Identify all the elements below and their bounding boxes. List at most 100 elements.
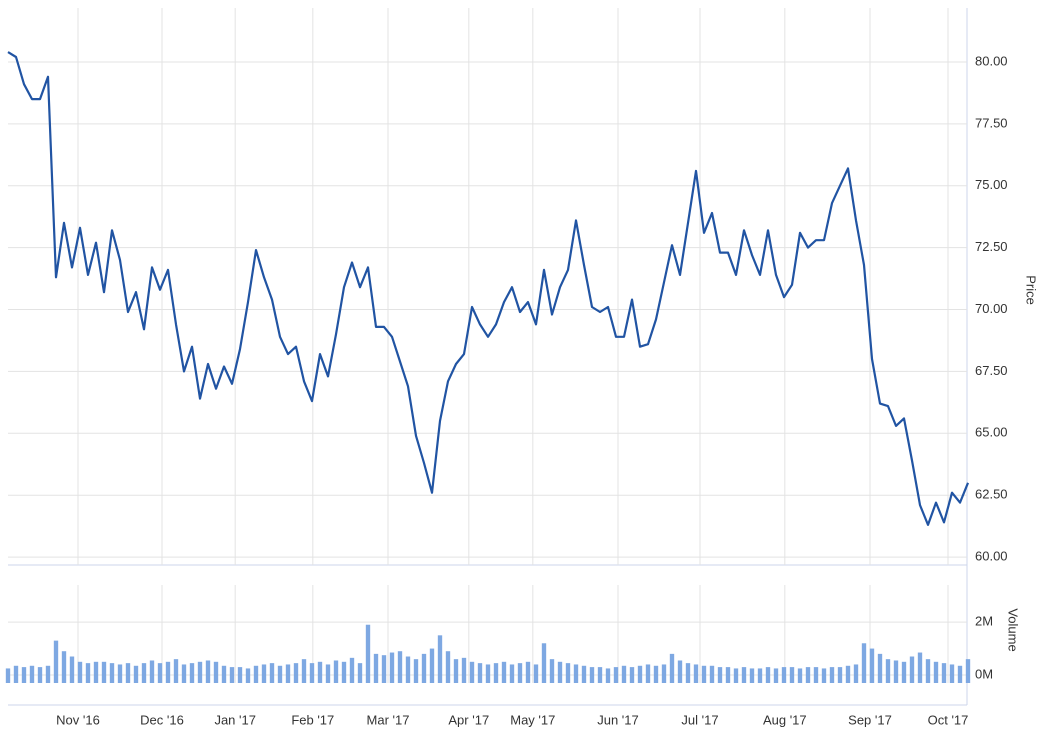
volume-bar <box>885 659 891 683</box>
volume-bar <box>365 624 371 683</box>
y-tick-label: 72.50 <box>975 239 1008 254</box>
volume-bar <box>685 663 691 683</box>
x-tick-label: Jul '17 <box>681 712 718 727</box>
volume-bar <box>141 663 147 683</box>
volume-bar <box>677 660 683 683</box>
volume-bar <box>869 648 875 683</box>
volume-bar <box>493 663 499 683</box>
volume-bar <box>277 665 283 683</box>
volume-bar <box>125 663 131 683</box>
volume-bar <box>453 659 459 683</box>
x-tick-label: Oct '17 <box>928 712 969 727</box>
volume-bar <box>813 667 819 683</box>
volume-bar <box>229 667 235 683</box>
volume-bar <box>413 659 419 683</box>
volume-bar <box>573 664 579 683</box>
volume-bar <box>13 665 19 683</box>
volume-bar <box>829 667 835 683</box>
volume-bar <box>149 660 155 683</box>
volume-bar <box>709 665 715 683</box>
volume-bar <box>581 665 587 683</box>
x-tick-label: Mar '17 <box>367 712 410 727</box>
volume-bar <box>789 667 795 683</box>
volume-bar <box>861 643 867 683</box>
volume-bar <box>461 657 467 683</box>
x-tick-label: Dec '16 <box>140 712 184 727</box>
volume-bar <box>205 660 211 683</box>
y-tick-label: 62.50 <box>975 487 1008 502</box>
volume-bar <box>157 663 163 683</box>
volume-bar <box>757 668 763 683</box>
volume-bar <box>773 668 779 683</box>
volume-bar <box>309 663 315 683</box>
volume-bar <box>957 665 963 683</box>
volume-bar <box>61 651 67 683</box>
y-tick-label: 60.00 <box>975 549 1008 564</box>
volume-bar <box>445 651 451 683</box>
volume-bar <box>917 652 923 683</box>
volume-bar <box>133 665 139 683</box>
volume-bar <box>525 661 531 683</box>
volume-bar <box>253 665 259 683</box>
volume-bar <box>661 664 667 683</box>
volume-bar <box>429 648 435 683</box>
volume-bar <box>373 653 379 683</box>
volume-bar <box>405 656 411 683</box>
volume-bar <box>853 664 859 683</box>
volume-bar <box>285 664 291 683</box>
volume-bar <box>301 659 307 683</box>
volume-axis-title: Volume <box>1006 608 1021 651</box>
volume-bar <box>733 668 739 683</box>
volume-bar <box>181 664 187 683</box>
volume-bar <box>29 665 35 683</box>
volume-bar <box>669 653 675 683</box>
volume-bar <box>397 651 403 683</box>
volume-bar <box>613 667 619 683</box>
volume-bar <box>517 663 523 683</box>
volume-bar <box>85 663 91 683</box>
volume-bar <box>317 661 323 683</box>
x-tick-label: Apr '17 <box>448 712 489 727</box>
volume-bar <box>533 664 539 683</box>
x-tick-label: May '17 <box>510 712 555 727</box>
x-tick-label: Feb '17 <box>291 712 334 727</box>
volume-bar <box>645 664 651 683</box>
x-tick-label: Sep '17 <box>848 712 892 727</box>
volume-bar <box>741 667 747 683</box>
volume-bar <box>117 664 123 683</box>
volume-bar <box>381 655 387 683</box>
volume-bar <box>781 667 787 683</box>
volume-bar <box>653 665 659 683</box>
volume-bar <box>949 664 955 683</box>
volume-bar <box>109 663 115 683</box>
volume-bar <box>565 663 571 683</box>
volume-bar <box>93 661 99 683</box>
volume-bar <box>389 652 395 683</box>
volume-bar <box>325 664 331 683</box>
x-tick-label: Nov '16 <box>56 712 100 727</box>
volume-bar <box>293 663 299 683</box>
volume-bar <box>421 653 427 683</box>
volume-bar <box>477 663 483 683</box>
price-axis-title: Price <box>1024 275 1039 305</box>
volume-bar <box>469 661 475 683</box>
y-tick-label: 2M <box>975 614 993 629</box>
volume-bar <box>925 659 931 683</box>
x-tick-label: Aug '17 <box>763 712 807 727</box>
volume-bar <box>341 661 347 683</box>
volume-bar <box>245 668 251 683</box>
volume-bar <box>165 661 171 683</box>
volume-bar <box>21 667 27 683</box>
volume-bar <box>509 664 515 683</box>
volume-bar <box>261 664 267 683</box>
volume-bar <box>901 661 907 683</box>
x-tick-label: Jan '17 <box>214 712 256 727</box>
y-tick-label: 67.50 <box>975 363 1008 378</box>
price-line <box>7 51 970 526</box>
volume-bar <box>965 659 971 683</box>
volume-bar <box>749 668 755 683</box>
volume-bar <box>797 668 803 683</box>
volume-bar <box>837 667 843 683</box>
volume-bar <box>557 661 563 683</box>
